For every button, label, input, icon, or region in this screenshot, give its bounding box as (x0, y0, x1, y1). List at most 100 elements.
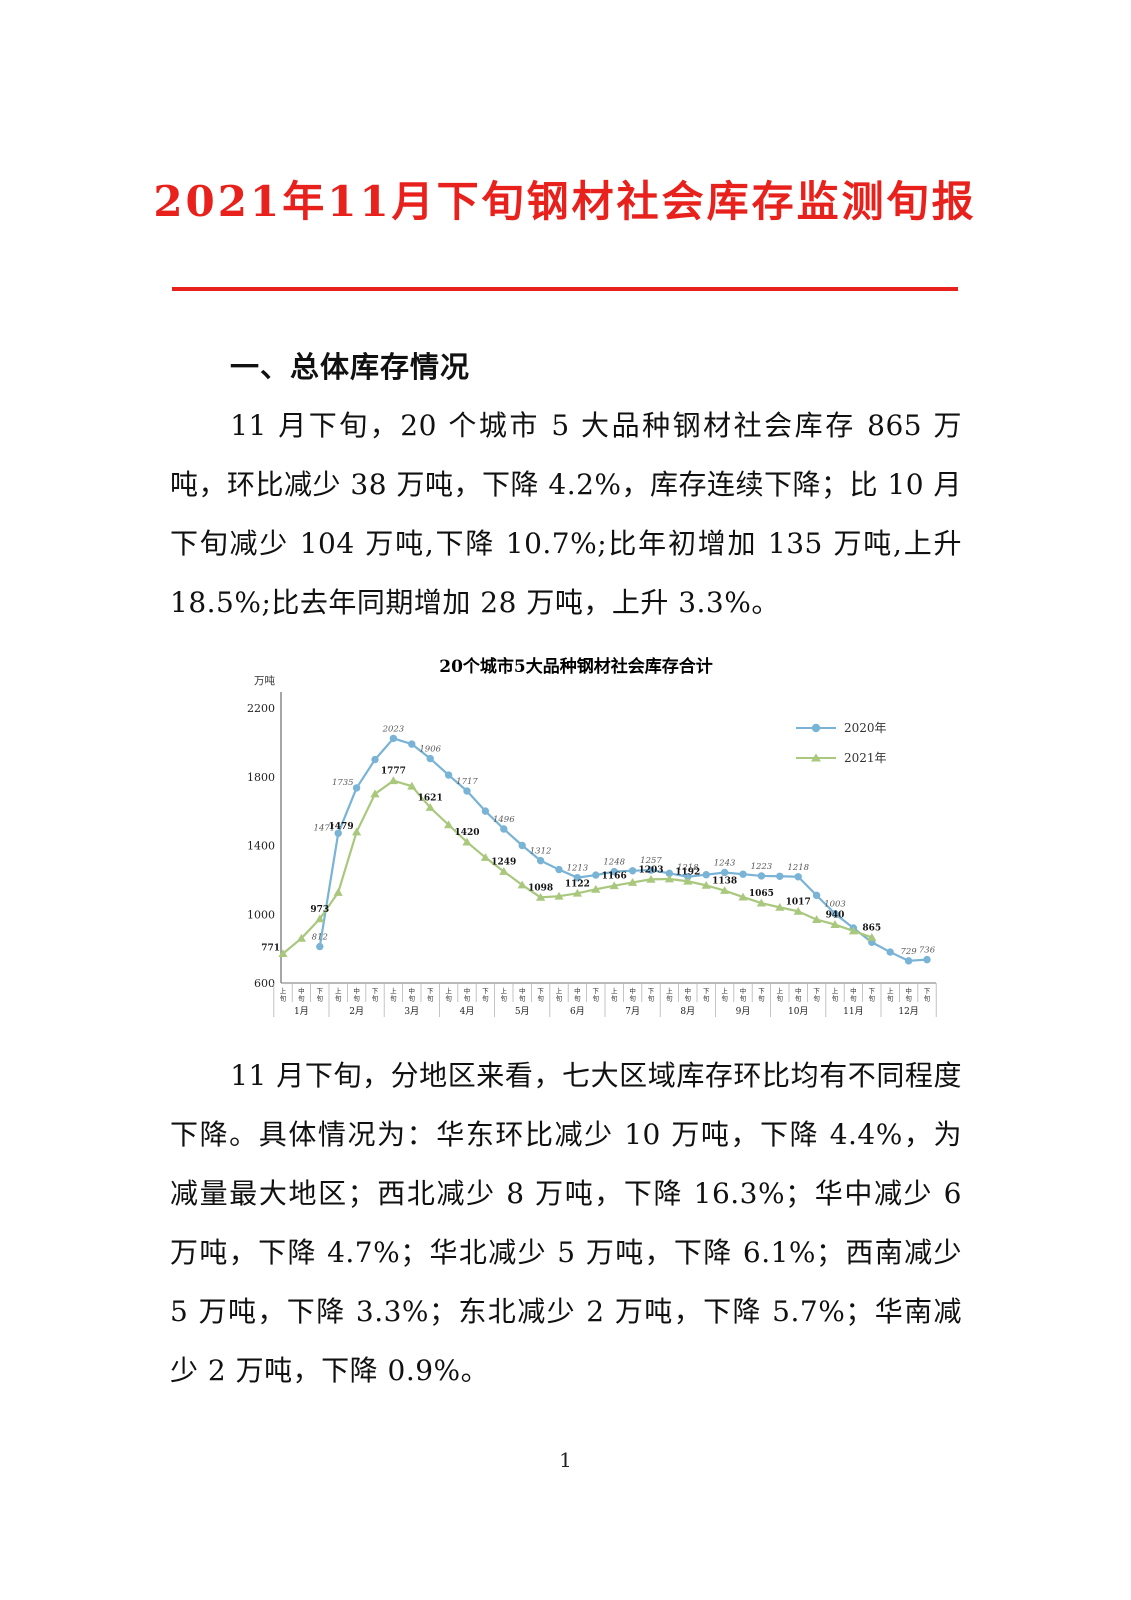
x-tick-period-label: 下旬 (703, 987, 710, 1003)
data-point-triangle (425, 803, 435, 811)
x-tick-period-label: 上旬 (280, 986, 287, 1003)
data-point-circle (886, 948, 894, 956)
data-point-circle (389, 734, 398, 743)
x-tick-month-label: 7月 (625, 1006, 640, 1017)
x-tick-period-label: 下旬 (648, 987, 655, 1003)
inventory-chart: 20个城市5大品种钢材社会库存合计 万吨 2200 1800 1400 1000 600 上旬… (236, 650, 966, 1032)
x-tick-month-label: 2月 (349, 1006, 364, 1017)
data-point-triangle (664, 874, 674, 883)
x-tick-period-label: 下旬 (372, 987, 379, 1003)
data-label: 1218 (787, 863, 809, 873)
y-tick-label: 1400 (247, 840, 275, 853)
data-point-circle (812, 891, 821, 900)
data-point-triangle (628, 878, 638, 886)
data-point-circle (720, 868, 729, 877)
data-label: 1735 (332, 778, 354, 788)
data-point-triangle (388, 776, 398, 785)
data-point-triangle (720, 886, 730, 894)
data-point-circle (573, 873, 582, 882)
x-tick-period-label: 上旬 (611, 986, 618, 1003)
x-tick-period-label: 上旬 (390, 986, 397, 1003)
data-label: 1122 (565, 879, 590, 889)
data-label: 2023 (382, 724, 405, 734)
data-label: 812 (312, 933, 328, 943)
data-point-triangle (517, 880, 527, 889)
data-point-triangle (609, 881, 619, 890)
y-tick-label: 1000 (247, 908, 275, 921)
data-label: 865 (862, 923, 881, 933)
data-point-triangle (480, 853, 490, 861)
data-point-triangle (848, 926, 858, 935)
data-label: 771 (261, 944, 280, 954)
y-tick-label: 1800 (247, 771, 275, 784)
data-point-circle (463, 787, 471, 795)
data-point-circle (444, 771, 453, 779)
data-label: 1249 (491, 857, 516, 867)
data-label: 1203 (638, 865, 663, 875)
data-point-triangle (775, 902, 785, 911)
x-tick-period-label: 中旬 (629, 986, 636, 1003)
legend-marker-circle (811, 723, 821, 733)
x-tick-period-label: 上旬 (721, 986, 728, 1003)
data-point-triangle (646, 874, 656, 883)
series-line-2020年 (318, 737, 928, 962)
data-point-circle (628, 867, 637, 875)
x-tick-period-label: 上旬 (832, 986, 839, 1003)
x-tick-period-label: 下旬 (813, 987, 820, 1003)
data-point-triangle (315, 914, 325, 923)
legend-label: 2020年 (844, 721, 887, 735)
data-point-circle (555, 865, 563, 874)
data-label: 1166 (602, 872, 627, 882)
data-point-circle (923, 955, 931, 964)
x-tick-period-label: 中旬 (409, 986, 416, 1003)
data-label: 1471 (314, 823, 336, 833)
x-tick-period-label: 上旬 (666, 986, 673, 1003)
overview-paragraph: 11 月下旬，20 个城市 5 大品种钢材社会库存 865 万吨，环比减少 38… (170, 409, 962, 619)
data-label: 1192 (675, 867, 700, 877)
x-tick-period-label: 下旬 (482, 987, 489, 1003)
x-tick-period-label: 下旬 (537, 987, 544, 1003)
data-point-circle (592, 871, 600, 879)
data-point-triangle (701, 880, 711, 889)
y-tick-label: 2200 (247, 702, 275, 715)
section-heading: 一、总体库存情况 (230, 350, 471, 384)
data-point-circle (518, 841, 526, 850)
data-point-triangle (407, 781, 417, 790)
x-tick-period-label: 下旬 (317, 987, 324, 1003)
data-point-circle (316, 942, 324, 951)
data-label: 1223 (751, 862, 773, 872)
data-label: 1243 (714, 858, 736, 868)
x-tick-month-label: 3月 (404, 1006, 419, 1017)
data-point-triangle (738, 892, 748, 901)
data-label: 940 (826, 911, 845, 921)
x-tick-period-label: 上旬 (556, 986, 563, 1003)
data-label: 1218 (677, 863, 699, 873)
data-point-triangle (296, 933, 306, 942)
legend-label: 2021年 (844, 751, 887, 765)
data-point-circle (702, 871, 710, 879)
title-underline (172, 287, 958, 291)
x-tick-period-label: 中旬 (740, 986, 747, 1003)
data-point-triangle (499, 867, 509, 875)
data-point-circle (371, 755, 379, 764)
data-point-circle (776, 872, 784, 880)
data-point-circle (334, 829, 342, 837)
data-point-triangle (867, 933, 877, 941)
data-point-circle (647, 866, 655, 874)
data-point-circle (757, 872, 766, 880)
x-tick-period-label: 中旬 (298, 986, 305, 1003)
x-tick-period-label: 中旬 (905, 986, 912, 1003)
data-label: 1496 (493, 815, 515, 825)
legend-marker-triangle (811, 753, 821, 762)
data-label: 1479 (329, 822, 354, 832)
data-label: 736 (919, 946, 936, 956)
x-tick-period-label: 中旬 (795, 986, 802, 1003)
data-point-circle (665, 869, 674, 878)
data-point-triangle (352, 827, 362, 836)
x-tick-month-label: 12月 (898, 1006, 918, 1017)
page-number: 1 (559, 1448, 572, 1472)
data-point-triangle (830, 920, 840, 928)
x-tick-month-label: 5月 (515, 1006, 530, 1017)
x-tick-period-label: 上旬 (445, 986, 452, 1003)
